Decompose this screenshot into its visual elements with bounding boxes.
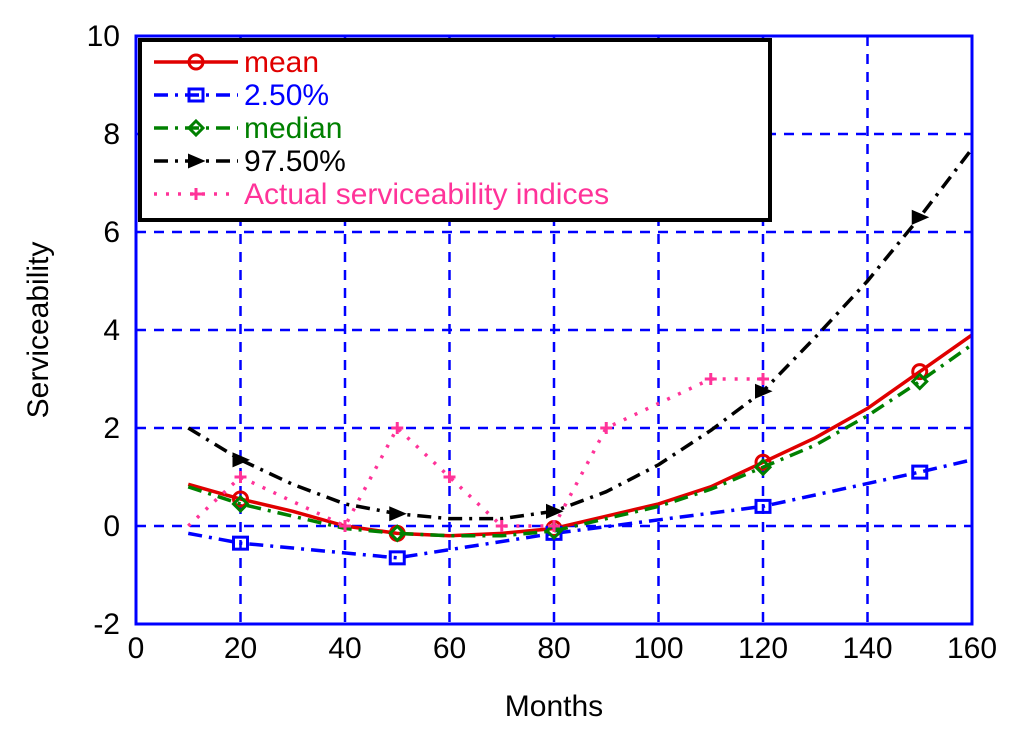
legend-box	[138, 38, 772, 222]
legend-marker-3	[188, 153, 206, 169]
x-tick-label: 0	[128, 632, 145, 665]
legend-marker-0	[187, 53, 205, 71]
plot-area-frame	[134, 34, 974, 626]
series-line	[187, 377, 763, 528]
x-tick-label: 80	[537, 632, 570, 665]
data-point	[232, 535, 249, 551]
x-tick-label: 40	[328, 632, 361, 665]
data-point	[443, 471, 456, 483]
data-point	[388, 524, 407, 543]
y-tick-label: 0	[103, 510, 120, 543]
data-point	[911, 363, 929, 381]
data-point	[546, 503, 564, 519]
legend-label-0: mean	[244, 46, 319, 79]
series-line	[187, 343, 974, 538]
data-point	[388, 550, 406, 566]
y-tick-label: 4	[103, 314, 120, 347]
legend-label-3: 97.50%	[244, 145, 346, 178]
x-axis-title: Months	[505, 690, 603, 723]
data-point	[910, 372, 929, 391]
legend-marker-2	[186, 118, 206, 138]
data-point	[600, 422, 613, 434]
x-tick-label: 160	[947, 632, 997, 665]
series-2	[187, 343, 974, 543]
data-point	[495, 520, 508, 532]
series-4	[187, 373, 769, 532]
y-tick-label: -2	[93, 608, 120, 641]
x-tick-label: 100	[633, 632, 683, 665]
data-point	[232, 490, 249, 508]
y-tick-label: 6	[103, 216, 120, 249]
series-3	[187, 147, 974, 522]
series-line	[187, 458, 973, 560]
x-tick-label: 20	[224, 632, 257, 665]
data-point	[339, 520, 351, 532]
data-point	[911, 209, 930, 225]
legend-label-1: 2.50%	[244, 79, 329, 112]
data-point	[755, 383, 773, 399]
data-point	[389, 506, 407, 522]
data-point	[754, 498, 772, 514]
data-point	[232, 452, 251, 468]
legend-marker-1	[187, 87, 205, 103]
legend-label-4: Actual serviceability indices	[244, 178, 609, 211]
y-tick-label: 10	[87, 20, 120, 53]
data-point	[753, 458, 773, 477]
data-point	[544, 521, 564, 541]
y-axis-title: Serviceability	[22, 242, 55, 419]
series-line	[187, 333, 974, 538]
data-point	[231, 494, 250, 514]
data-point	[911, 464, 929, 480]
series-line	[187, 147, 974, 521]
y-tick-label: 8	[103, 118, 120, 151]
series-layer	[187, 147, 974, 566]
data-point	[754, 453, 772, 471]
data-point	[234, 471, 247, 483]
data-point	[391, 422, 404, 434]
data-point	[757, 373, 769, 385]
data-point	[704, 373, 717, 385]
legend-label-2: median	[244, 112, 342, 145]
x-tick-label: 140	[842, 632, 892, 665]
data-point	[548, 520, 560, 532]
x-tick-label: 120	[738, 632, 788, 665]
series-1	[187, 458, 973, 566]
y-tick-label: 2	[103, 412, 120, 445]
x-tick-label: 60	[433, 632, 466, 665]
legend-marker-4	[190, 188, 202, 200]
